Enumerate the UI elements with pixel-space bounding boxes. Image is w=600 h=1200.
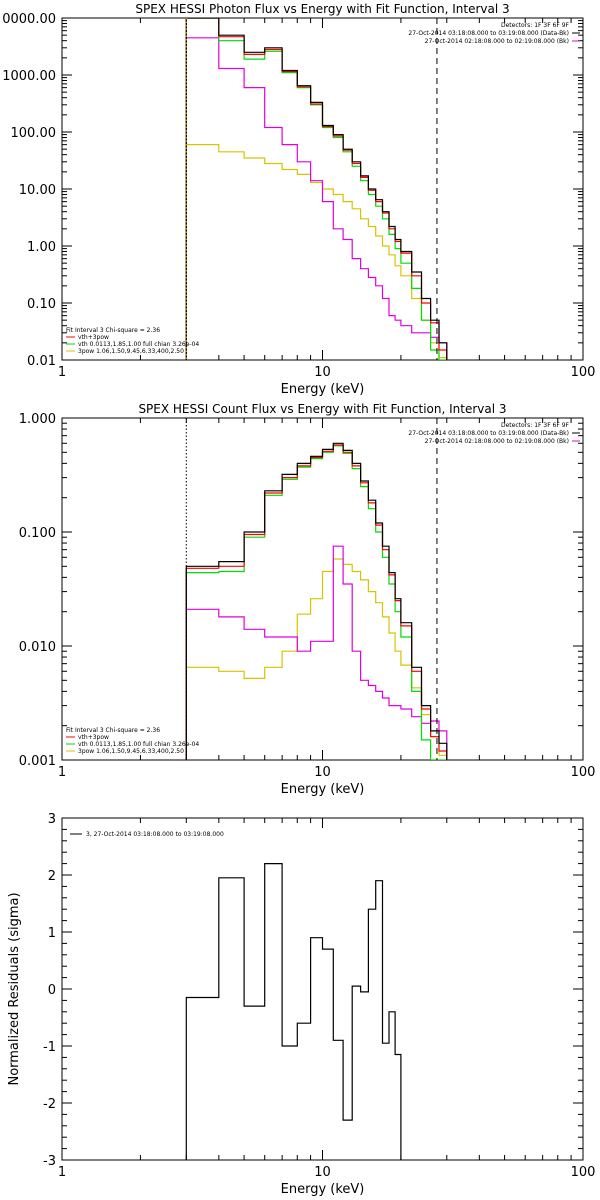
y-tick-label: 10.00 <box>19 183 56 198</box>
y-tick-label: -2 <box>43 1097 56 1112</box>
y-tick-label: -1 <box>43 1040 56 1055</box>
x-axis-label: Energy (keV) <box>281 1182 365 1197</box>
legend-entry-text: 3, 27-Oct-2014 03:18:08.000 to 03:19:08.… <box>86 831 224 838</box>
y-tick-label: 2 <box>48 869 56 884</box>
series-step-line-data <box>185 18 448 360</box>
series-group <box>185 863 402 1160</box>
x-tick-label: 100 <box>571 765 596 780</box>
legend-entry-text: 3pow 1.06,1.50,9.45,6.33,400,2.50 <box>78 748 184 755</box>
legend-entry-text: Detectors: 1F 3F 6F 9F <box>501 22 570 29</box>
legend-entry-text: 27-Oct-2014 03:18:08.000 to 03:19:08.000… <box>408 30 569 37</box>
y-tick-label: 0000.00 <box>2 12 56 27</box>
y-tick-label: 0.010 <box>19 640 56 655</box>
x-axis-label: Energy (keV) <box>281 782 365 797</box>
y-tick-label: 100.00 <box>11 126 57 141</box>
x-tick-label: 10 <box>314 1165 331 1180</box>
y-tick-label: 1000.00 <box>2 69 56 84</box>
x-axis-label: Energy (keV) <box>281 382 365 397</box>
y-tick-label: -3 <box>43 1154 56 1169</box>
y-tick-label: 3 <box>48 812 56 827</box>
x-tick-label: 1 <box>58 1165 66 1180</box>
y-tick-label: 0.01 <box>27 354 56 369</box>
series-group <box>185 18 448 360</box>
series-step-line-vth <box>185 445 447 760</box>
y-tick-label: 1 <box>48 926 56 941</box>
photon-flux-panel: SPEX HESSI Photon Flux vs Energy with Fi… <box>2 2 595 397</box>
legend-entry-text: 3pow 1.06,1.50,9.45,6.33,400,2.50 <box>78 348 184 355</box>
residuals-panel: 1 10 100 Energy (keV) -3 -2 -1 0 1 2 3 Normalized R… <box>7 812 595 1197</box>
y-tick-label: 1.000 <box>19 412 56 427</box>
legend-entry-text: vth+3pow <box>78 334 109 341</box>
x-tick-label: 100 <box>571 1165 596 1180</box>
chart-title: SPEX HESSI Count Flux vs Energy with Fit… <box>138 402 506 416</box>
x-tick-label: 10 <box>314 365 331 380</box>
legend-entry-text: 27-Oct-2014 03:18:08.000 to 03:19:08.000… <box>408 430 569 437</box>
y-axis-label: Normalized Residuals (sigma) <box>7 892 22 1085</box>
legend-entry-text: Fit Interval 3 Chi-square = 2.36 <box>66 327 160 334</box>
series-group <box>185 442 448 760</box>
legend-entry-text: vth+3pow <box>78 734 109 741</box>
x-tick-label: 100 <box>571 365 596 380</box>
series-step-line-bpow <box>185 558 448 760</box>
legend-entry-text: vth 0.0113,1.85,1.00 full chian 3.26e-04 <box>78 341 199 348</box>
legend-entry-text: Detectors: 1F 3F 6F 9F <box>501 422 570 429</box>
legend-entry-text: 27-Oct-2014 02:18:08.000 to 02:19:08.000… <box>425 438 569 445</box>
residual-step-line <box>185 863 402 1160</box>
legend-entry-text: vth 0.0113,1.85,1.00 full chian 3.26e-04 <box>78 741 199 748</box>
series-step-line-bpow <box>185 144 448 360</box>
series-step-line-data <box>185 442 448 760</box>
y-tick-label: 1.00 <box>27 240 56 255</box>
count-flux-panel: SPEX HESSI Count Flux vs Energy with Fit… <box>19 402 596 797</box>
legend-entry-text: 27-Oct-2014 02:18:08.000 to 02:19:08.000… <box>425 38 569 45</box>
x-tick-label: 10 <box>314 765 331 780</box>
chart-title: SPEX HESSI Photon Flux vs Energy with Fi… <box>135 2 509 16</box>
x-tick-label: 1 <box>58 765 66 780</box>
y-tick-label: 0.100 <box>19 526 56 541</box>
y-tick-label: 0.001 <box>19 754 56 769</box>
legend-entry-text: Fit Interval 3 Chi-square = 2.36 <box>66 727 160 734</box>
series-step-line-background_spectrum <box>185 37 448 360</box>
x-tick-label: 1 <box>58 365 66 380</box>
y-tick-label: 0.10 <box>27 297 56 312</box>
y-tick-label: 0 <box>48 983 56 998</box>
